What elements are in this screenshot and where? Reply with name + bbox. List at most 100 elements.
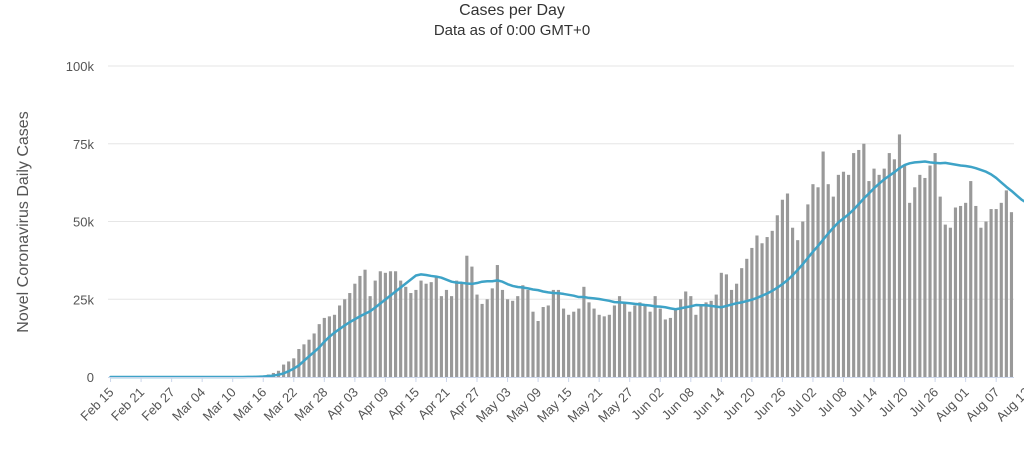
- bar: [999, 202, 1003, 377]
- bar: [312, 333, 316, 377]
- bar: [567, 314, 571, 377]
- bar: [928, 165, 932, 377]
- bar: [913, 187, 917, 377]
- x-tick-label: Jun 20: [720, 385, 758, 423]
- x-tick-label: Jul 02: [784, 385, 819, 420]
- y-tick-label: 75k: [73, 137, 94, 152]
- bar: [821, 151, 825, 377]
- bar: [358, 275, 362, 377]
- bar: [633, 305, 637, 377]
- bar: [745, 258, 749, 377]
- bar: [282, 364, 286, 377]
- bar: [694, 314, 698, 377]
- x-tick-label: Mar 10: [200, 385, 239, 424]
- bar: [974, 205, 978, 377]
- bar: [444, 289, 449, 377]
- bar: [460, 283, 464, 377]
- bar: [689, 296, 693, 377]
- bar: [363, 269, 367, 377]
- bar: [770, 230, 774, 377]
- x-tick-label: Apr 03: [323, 385, 361, 423]
- bar: [439, 296, 443, 377]
- bar: [399, 280, 403, 377]
- bar: [404, 286, 408, 377]
- y-axis-title: Novel Coronavirus Daily Cases: [15, 111, 32, 332]
- bar: [887, 153, 891, 377]
- bar: [857, 149, 861, 377]
- bar: [719, 272, 723, 377]
- bar: [918, 174, 922, 377]
- bar: [287, 361, 291, 377]
- bar: [668, 317, 673, 377]
- bar: [750, 247, 754, 377]
- bar: [969, 181, 973, 377]
- bar: [1004, 190, 1008, 377]
- bar: [572, 311, 576, 377]
- bar: [785, 193, 790, 377]
- x-tick-label: Mar 04: [169, 385, 208, 424]
- bar: [699, 305, 703, 377]
- bar: [332, 314, 337, 377]
- x-tick-label: May 27: [595, 385, 636, 426]
- bar: [831, 196, 835, 377]
- bar: [307, 339, 311, 377]
- bar: [587, 302, 591, 377]
- bar: [796, 240, 800, 377]
- bar: [378, 271, 382, 377]
- bar: [852, 153, 856, 377]
- bar: [663, 319, 667, 377]
- bar: [979, 227, 983, 377]
- bar: [373, 280, 377, 377]
- bar: [449, 296, 454, 377]
- chart-title: Cases per Day: [459, 2, 565, 19]
- bar: [964, 202, 968, 377]
- bar: [847, 174, 851, 377]
- bar: [801, 221, 805, 377]
- x-tick-label: Mar 16: [230, 385, 269, 424]
- bar: [480, 303, 484, 377]
- bar: [434, 277, 438, 377]
- bar: [948, 227, 952, 377]
- bar: [531, 311, 535, 377]
- bar: [343, 299, 347, 377]
- bar: [455, 280, 459, 377]
- bar: [775, 215, 779, 377]
- bar: [735, 283, 739, 377]
- x-tick-label: Mar 22: [261, 385, 300, 424]
- bar: [317, 324, 321, 377]
- bar: [429, 282, 433, 377]
- bar: [943, 224, 947, 377]
- bar: [953, 207, 958, 377]
- bar: [602, 316, 606, 377]
- bar: [704, 302, 708, 377]
- bar: [816, 187, 820, 377]
- bar: [872, 168, 876, 377]
- bar: [511, 300, 515, 377]
- bar: [348, 293, 352, 377]
- moving-average-line: [109, 160, 1024, 379]
- bar: [388, 271, 393, 377]
- bar: [556, 289, 561, 377]
- bar: [958, 205, 963, 377]
- x-tick-label: Jun 26: [750, 385, 788, 423]
- y-tick-label: 100k: [66, 59, 95, 74]
- y-tick-label: 25k: [73, 292, 94, 307]
- bar: [994, 209, 998, 377]
- bar: [577, 308, 581, 377]
- bar: [658, 308, 662, 377]
- bar: [791, 227, 795, 377]
- bar: [516, 296, 520, 377]
- bar: [755, 235, 759, 377]
- bar: [500, 289, 505, 377]
- bar: [714, 294, 718, 377]
- bar: [729, 289, 734, 377]
- bar: [607, 314, 611, 377]
- bar: [551, 289, 555, 377]
- bar: [933, 153, 937, 377]
- bar: [897, 134, 902, 377]
- bar: [673, 308, 678, 377]
- x-tick-label: Jul 20: [876, 385, 911, 420]
- bar: [862, 143, 866, 377]
